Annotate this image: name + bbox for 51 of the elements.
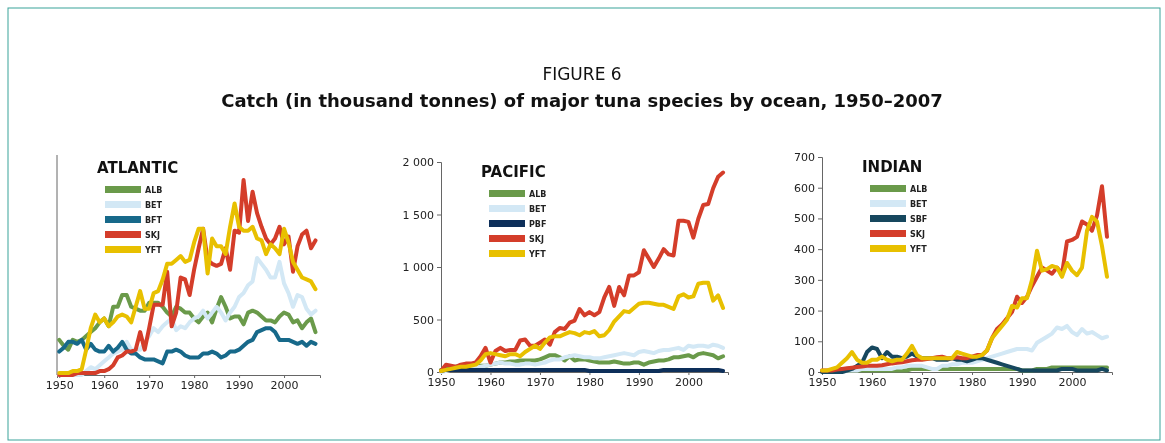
- legend-label: BFT: [145, 216, 163, 225]
- x-tick-label: 1960: [476, 375, 505, 389]
- y-tick-label: 500: [794, 212, 815, 226]
- chart-title: PACIFIC: [481, 163, 546, 181]
- line-series: [820, 214, 1109, 373]
- x-tick-label: 1950: [427, 375, 456, 389]
- x-tick-label: 1970: [908, 375, 937, 389]
- line-series: [439, 280, 726, 373]
- y-tick-label: 1 500: [402, 208, 434, 222]
- x-tick-label: 1980: [575, 375, 604, 389]
- legend-label: ALB: [145, 186, 163, 195]
- y-tick-label: 100: [794, 335, 815, 349]
- x-tick-label: 1960: [858, 375, 887, 389]
- x-tick-label: 2000: [674, 375, 703, 389]
- x-tick-label: 1980: [958, 375, 987, 389]
- legend-label: SKJ: [145, 231, 160, 240]
- x-tick-label: 1990: [625, 375, 654, 389]
- y-tick-label: 400: [794, 243, 815, 257]
- y-tick-label: 700: [794, 151, 815, 165]
- x-tick-label: 1970: [135, 378, 164, 392]
- text: Catch (in thousand tonnes) of major tuna species by ocean, 1950–2007: [221, 90, 943, 111]
- x-tick-label: 1950: [808, 375, 837, 389]
- legend-label: ALB: [910, 185, 928, 194]
- legend-label: BET: [529, 205, 547, 214]
- legend-label: ALB: [529, 190, 547, 199]
- chart-title: INDIAN: [862, 158, 923, 176]
- y-tick-label: 300: [794, 273, 815, 287]
- x-tick-label: 1970: [526, 375, 555, 389]
- legend-label: SKJ: [910, 230, 925, 239]
- x-tick-label: 1980: [180, 378, 209, 392]
- legend-label: YFT: [909, 245, 928, 254]
- legend-label: YFT: [528, 250, 547, 259]
- x-tick-label: 1990: [225, 378, 254, 392]
- legend-label: BET: [145, 201, 163, 210]
- caption: FIGURE 6: [542, 64, 622, 84]
- legend-label: SBF: [910, 215, 928, 224]
- y-tick-label: 2 000: [402, 156, 434, 170]
- legend-label: SKJ: [529, 235, 544, 244]
- chart-title: ATLANTIC: [97, 159, 179, 177]
- y-tick-label: 1 000: [402, 261, 434, 275]
- legend-label: YFT: [144, 246, 163, 255]
- x-tick-label: 1990: [1008, 375, 1037, 389]
- legend-label: BET: [910, 200, 928, 209]
- y-tick-label: 600: [794, 181, 815, 195]
- legend-label: PBF: [529, 220, 547, 229]
- y-tick-label: 200: [794, 304, 815, 318]
- x-tick-label: 2000: [270, 378, 299, 392]
- x-tick-label: 1950: [45, 378, 74, 392]
- y-tick-label: 500: [413, 313, 434, 327]
- x-tick-label: 2000: [1058, 375, 1087, 389]
- x-tick-label: 1960: [90, 378, 119, 392]
